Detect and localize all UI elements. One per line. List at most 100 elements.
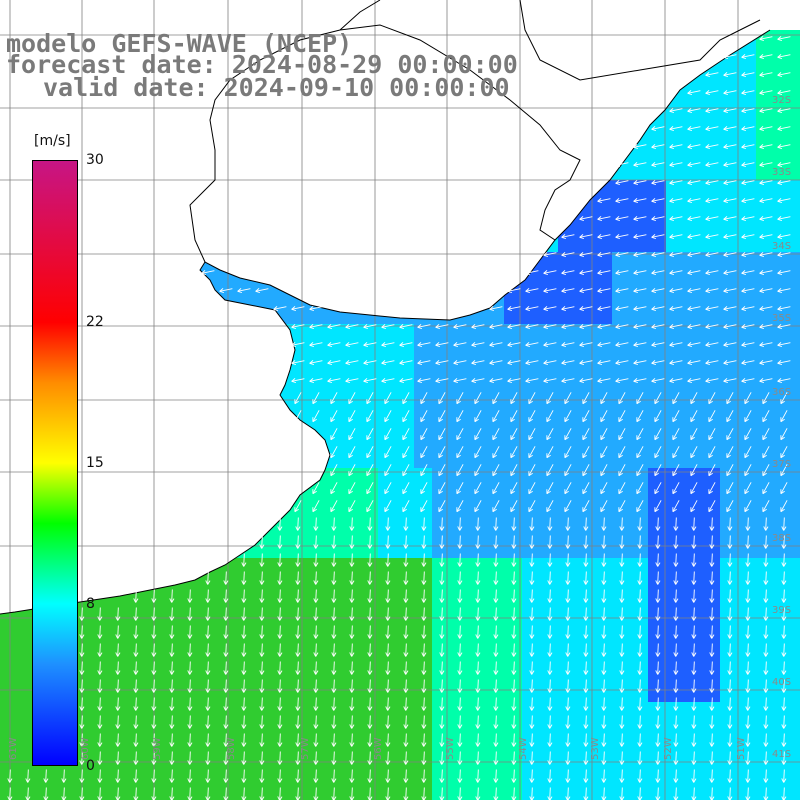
wind-arrow bbox=[439, 589, 445, 603]
wind-arrow bbox=[745, 715, 751, 729]
field-cell bbox=[126, 630, 145, 649]
field-cell bbox=[324, 756, 343, 775]
field-cell bbox=[702, 306, 721, 325]
field-cell bbox=[468, 594, 487, 613]
field-cell bbox=[576, 576, 595, 595]
field-cell bbox=[630, 504, 649, 523]
wind-arrow bbox=[205, 625, 211, 639]
wind-arrow bbox=[492, 500, 500, 513]
field-cell bbox=[540, 468, 559, 487]
field-cell bbox=[288, 306, 307, 325]
wind-arrow bbox=[654, 410, 662, 423]
field-cell bbox=[306, 774, 325, 793]
field-cell bbox=[342, 792, 361, 800]
wind-arrow bbox=[169, 589, 175, 603]
field-cell bbox=[738, 756, 757, 775]
wind-arrow bbox=[781, 517, 787, 531]
field-cell bbox=[648, 216, 667, 235]
field-cell bbox=[468, 450, 487, 469]
wind-arrow bbox=[115, 751, 121, 765]
field-cell bbox=[360, 540, 379, 559]
wind-arrow bbox=[331, 697, 337, 711]
wind-arrow bbox=[313, 625, 319, 639]
field-cell bbox=[756, 486, 775, 505]
wind-arrow bbox=[547, 589, 553, 603]
field-cell bbox=[360, 324, 379, 343]
wind-arrow bbox=[763, 589, 769, 603]
wind-arrow bbox=[399, 324, 413, 330]
field-cell bbox=[198, 630, 217, 649]
field-cell bbox=[288, 792, 307, 800]
field-cell bbox=[468, 684, 487, 703]
wind-arrow bbox=[669, 198, 683, 204]
field-cell bbox=[468, 540, 487, 559]
wind-arrow bbox=[654, 500, 662, 513]
field-cell bbox=[774, 486, 793, 505]
wind-arrow bbox=[349, 517, 355, 531]
field-cell bbox=[720, 612, 739, 631]
field-cell bbox=[378, 360, 397, 379]
field-cell bbox=[504, 378, 523, 397]
wind-arrow bbox=[618, 392, 626, 405]
wind-arrow bbox=[673, 697, 679, 711]
wind-arrow bbox=[546, 482, 554, 495]
field-cell bbox=[234, 756, 253, 775]
wind-arrow bbox=[777, 36, 791, 42]
wind-arrow bbox=[417, 342, 431, 348]
wind-arrow bbox=[403, 517, 409, 531]
field-cell bbox=[774, 162, 793, 181]
wind-arrow bbox=[781, 535, 787, 549]
field-cell bbox=[576, 360, 595, 379]
field-cell bbox=[702, 756, 721, 775]
wind-arrow bbox=[691, 571, 697, 585]
field-cell bbox=[432, 594, 451, 613]
field-cell bbox=[342, 342, 361, 361]
field-cell bbox=[432, 648, 451, 667]
wind-arrow bbox=[223, 643, 229, 657]
field-cell bbox=[450, 468, 469, 487]
field-cell bbox=[612, 216, 631, 235]
wind-arrow bbox=[651, 162, 665, 168]
field-cell bbox=[684, 414, 703, 433]
field-cell bbox=[558, 774, 577, 793]
field-cell bbox=[630, 684, 649, 703]
field-cell bbox=[612, 468, 631, 487]
field-cell bbox=[756, 630, 775, 649]
wind-arrow bbox=[403, 535, 409, 549]
wind-arrow bbox=[565, 589, 571, 603]
field-cell bbox=[504, 486, 523, 505]
wind-arrow bbox=[619, 679, 625, 693]
wind-arrow bbox=[151, 589, 157, 603]
field-cell bbox=[450, 360, 469, 379]
wind-arrow bbox=[583, 643, 589, 657]
field-cell bbox=[342, 414, 361, 433]
field-cell bbox=[738, 180, 757, 199]
field-cell bbox=[720, 126, 739, 145]
wind-arrow bbox=[349, 625, 355, 639]
wind-arrow bbox=[655, 697, 661, 711]
wind-arrow bbox=[79, 715, 85, 729]
wind-arrow bbox=[547, 661, 553, 675]
field-cell bbox=[504, 594, 523, 613]
field-cell bbox=[792, 54, 800, 73]
field-cell bbox=[126, 702, 145, 721]
field-cell bbox=[756, 162, 775, 181]
field-cell bbox=[486, 342, 505, 361]
wind-arrow bbox=[741, 72, 755, 78]
field-cell bbox=[522, 792, 541, 800]
coastline bbox=[0, 0, 771, 615]
field-cell bbox=[648, 306, 667, 325]
colorbar-tick-8: 8 bbox=[86, 596, 95, 613]
wind-arrow bbox=[511, 643, 517, 657]
field-cell bbox=[18, 630, 37, 649]
wind-arrow bbox=[421, 733, 427, 747]
field-cell bbox=[522, 540, 541, 559]
wind-arrow bbox=[637, 751, 643, 765]
field-cell bbox=[126, 594, 145, 613]
wind-arrow bbox=[366, 500, 374, 513]
wind-arrow bbox=[691, 535, 697, 549]
field-cell bbox=[324, 684, 343, 703]
field-cell bbox=[684, 234, 703, 253]
field-cell bbox=[594, 486, 613, 505]
